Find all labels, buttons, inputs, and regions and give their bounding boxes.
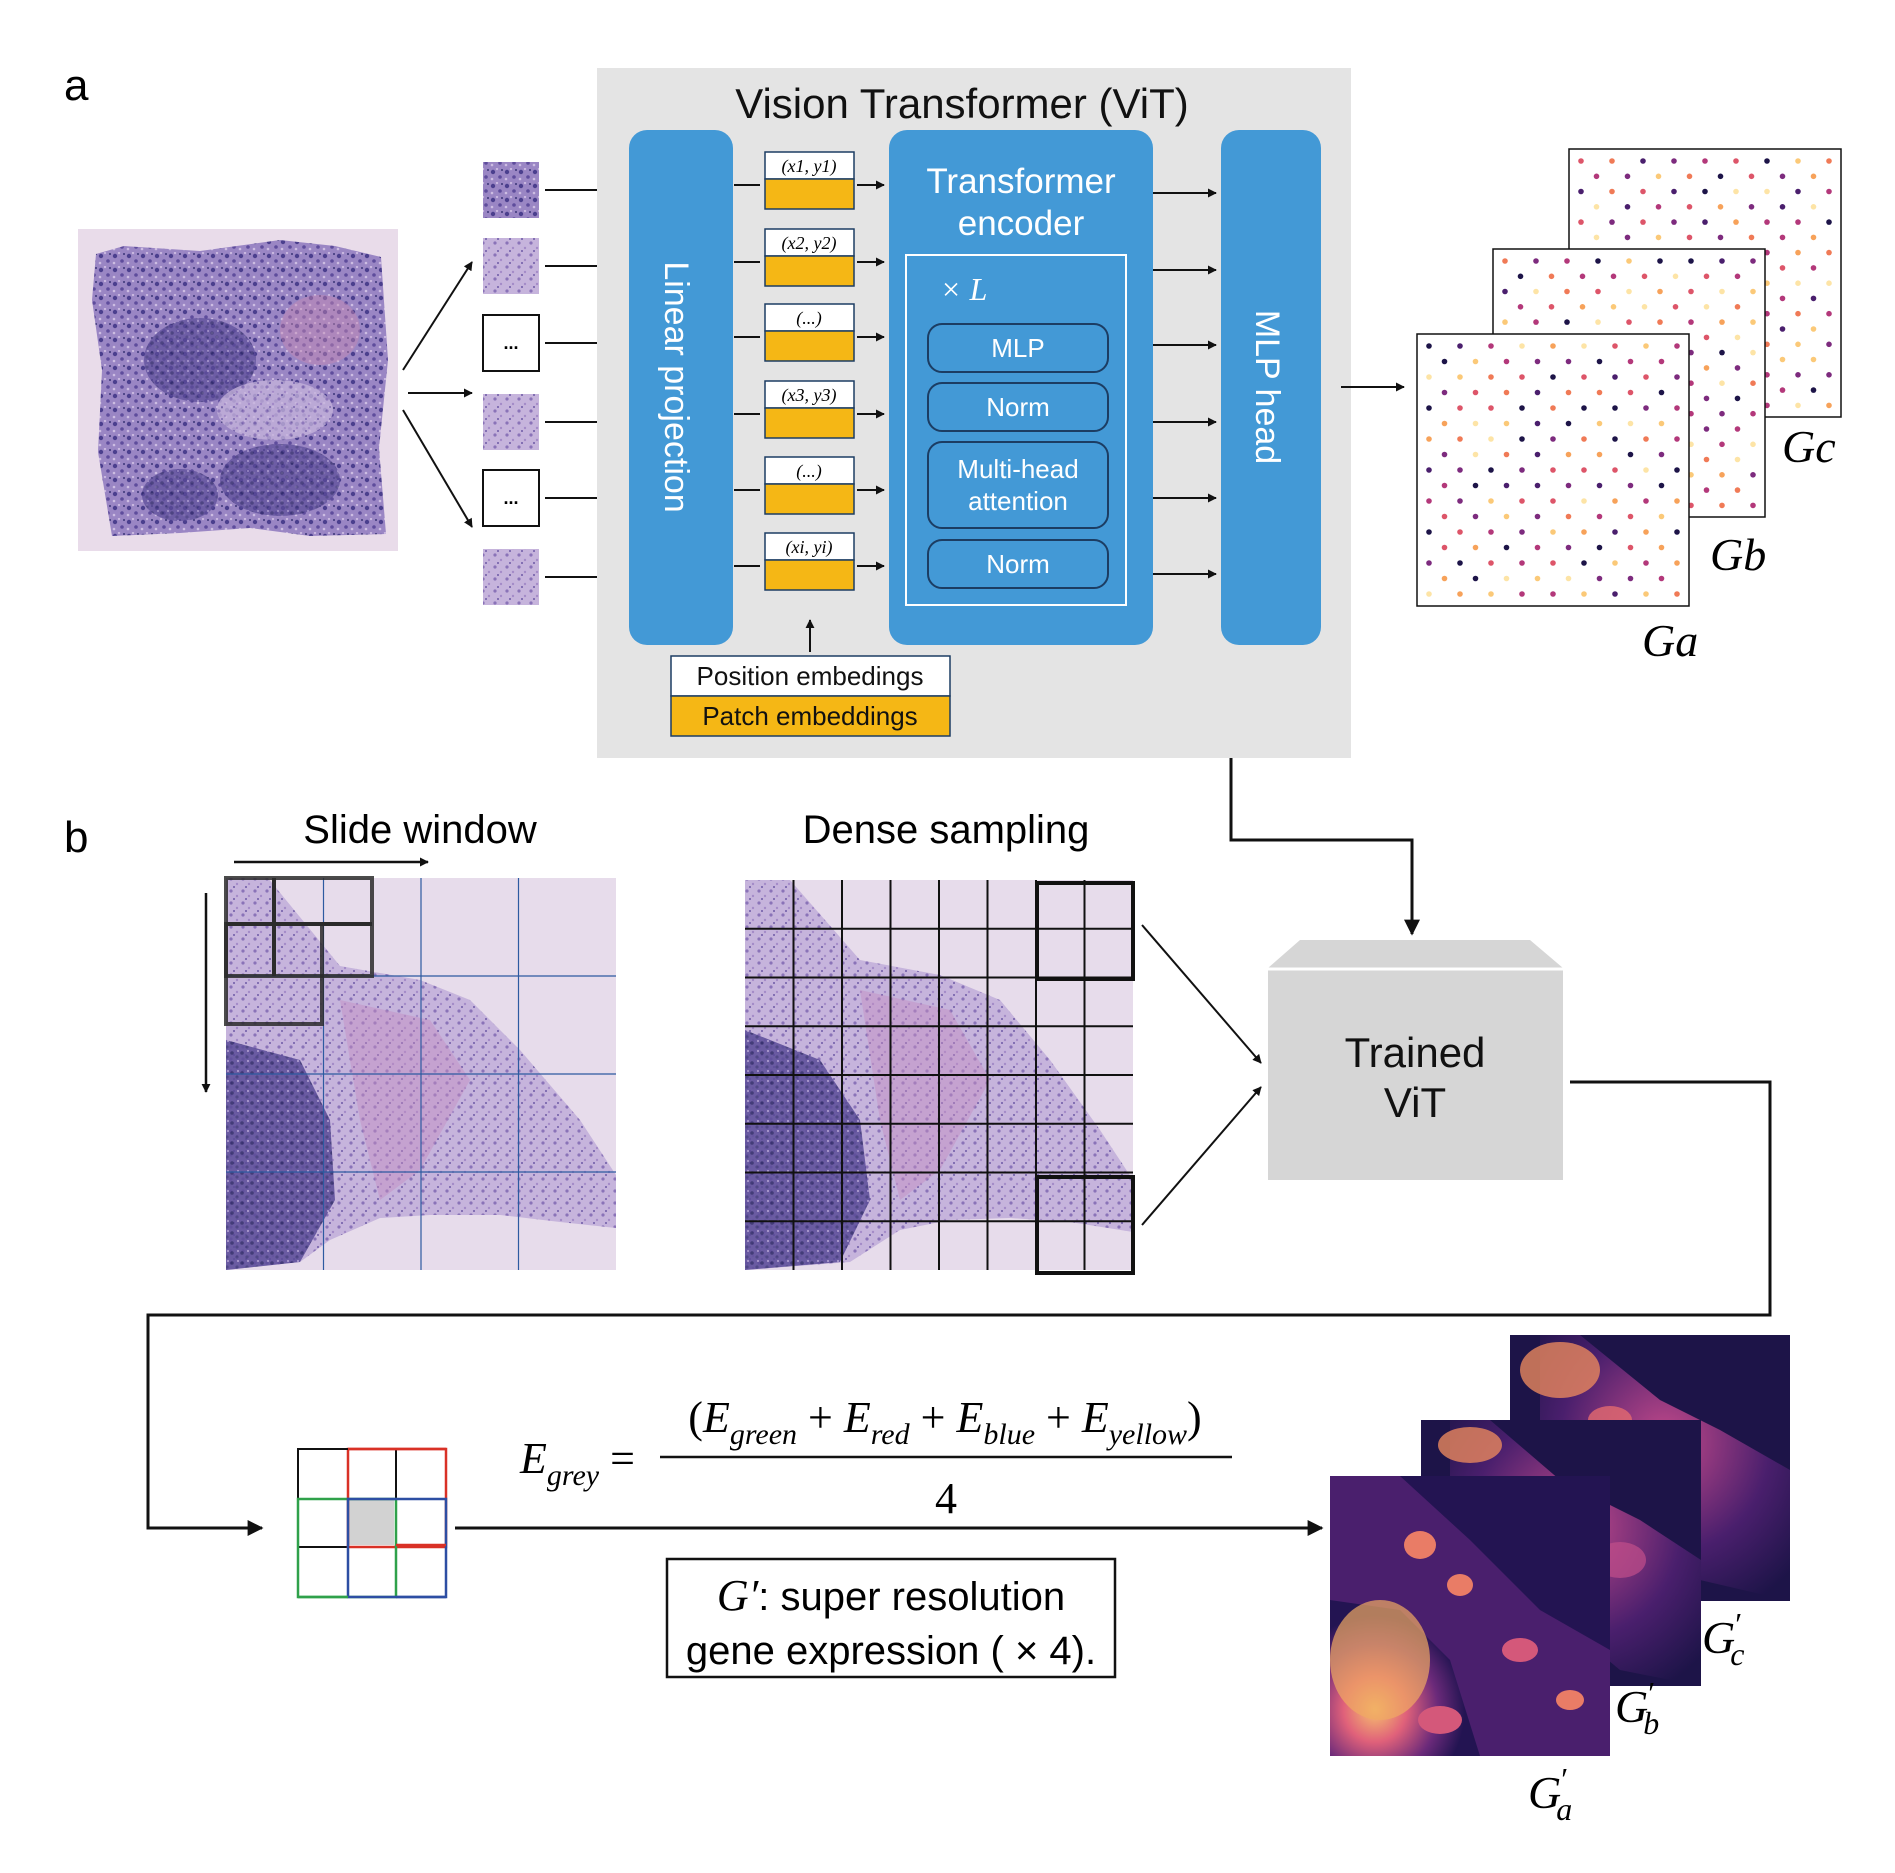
aggregation-grid	[296, 1447, 448, 1599]
slide-window-frames	[224, 876, 374, 1026]
dense-to-vit-arrow-bottom	[1141, 1086, 1262, 1226]
wsi-tissue-image	[78, 229, 398, 551]
trained-vit-label-line2: ViT	[1384, 1079, 1446, 1126]
linear-projection-block	[629, 130, 733, 645]
gene-expression-maps	[1416, 148, 1842, 607]
encoder-norm-top: Norm	[927, 382, 1109, 432]
dense-sampling-label: Dense sampling	[803, 808, 1090, 852]
embedding-token: (...)	[734, 303, 885, 362]
trained-to-aggregation-arrow	[146, 1080, 1772, 1536]
dense-sample-window-top	[1035, 881, 1135, 981]
image-patches: ......	[482, 162, 540, 605]
svg-text:(...): (...)	[796, 461, 822, 482]
mlp-head-label: MLP head	[1248, 310, 1286, 464]
fan-arrows	[402, 261, 473, 528]
formula-numerator: (Egreen + Ered + Eblue + Eyellow)	[688, 1393, 1201, 1451]
transformer-encoder-label-line2: encoder	[958, 204, 1085, 243]
image-patch	[483, 162, 539, 218]
image-patch	[483, 394, 539, 450]
vit-title: Vision Transformer (ViT)	[735, 80, 1189, 127]
embedding-token: (...)	[734, 456, 885, 515]
encoder-norm-bottom: Norm	[927, 539, 1109, 589]
embedding-legend: Position embedings Patch embeddings	[670, 655, 951, 737]
encoder-inner-frame	[905, 254, 1127, 606]
gene-map-label-b: Gb	[1710, 529, 1766, 580]
embedding-column: (x1, y1) (x2, y2) (...) (x3, y3) (...) (xi, y…	[734, 151, 885, 591]
sr-map-label-c: G′ c	[1702, 1606, 1744, 1672]
sr-map-a	[1330, 1476, 1610, 1756]
embedding-token: (x2, y2)	[734, 228, 885, 287]
dense-to-vit-arrow-top	[1141, 924, 1262, 1064]
formula: Egrey = (Egreen + Ered + Eblue + Eyellow…	[519, 1393, 1232, 1523]
svg-text:Multi-head: Multi-head	[957, 454, 1078, 484]
svg-text:(xi, yi): (xi, yi)	[786, 537, 833, 558]
image-patch	[483, 549, 539, 605]
linear-projection-label: Linear projection	[657, 261, 695, 512]
sr-caption-line2: gene expression ( × 4).	[686, 1629, 1096, 1673]
sr-map-label-a: G′ a	[1528, 1761, 1572, 1827]
svg-text:(...): (...)	[796, 308, 822, 329]
svg-text:Norm: Norm	[986, 549, 1050, 579]
embedding-token: (xi, yi)	[734, 532, 885, 591]
svg-text:attention: attention	[968, 486, 1068, 516]
panel-label-b: b	[64, 813, 88, 862]
legend-patch: Patch embeddings	[702, 701, 917, 731]
mlp-head-block	[1221, 130, 1321, 645]
vit-to-trained-arrow	[1229, 758, 1420, 936]
svg-text:...: ...	[503, 488, 518, 508]
gene-map-label-c: Gc	[1782, 421, 1836, 472]
trained-vit-box: Trained ViT	[1268, 940, 1563, 1180]
sr-map-label-b: G′ b	[1615, 1675, 1659, 1741]
formula-lhs: Egrey =	[519, 1434, 635, 1492]
encoder-multihead-attention: Multi-head attention	[927, 441, 1109, 529]
trained-vit-label-line1: Trained	[1345, 1029, 1486, 1076]
gene-map-a	[1416, 333, 1690, 607]
panel-label-a: a	[64, 61, 89, 110]
patch-ellipsis: ...	[482, 469, 540, 527]
sr-caption-box: G′: super resolution gene expression ( ×…	[665, 1557, 1117, 1679]
svg-text:(x2, y2): (x2, y2)	[782, 233, 837, 254]
slide-window-label: Slide window	[303, 808, 537, 852]
svg-text:(x3, y3): (x3, y3)	[782, 385, 837, 406]
embedding-token: (x3, y3)	[734, 380, 885, 439]
image-patch	[483, 238, 539, 294]
svg-text:Norm: Norm	[986, 392, 1050, 422]
encoder-mlp: MLP	[927, 323, 1109, 373]
svg-text:...: ...	[503, 333, 518, 353]
repeat-label: × L	[940, 271, 987, 307]
gene-map-label-a: Ga	[1642, 615, 1698, 666]
encoder-arrows	[1153, 188, 1217, 579]
sr-caption-line1: G′: super resolution	[717, 1571, 1065, 1620]
transformer-encoder-label-line1: Transformer	[926, 162, 1116, 201]
svg-text:(x1, y1): (x1, y1)	[782, 156, 837, 177]
patch-ellipsis: ...	[482, 314, 540, 372]
dense-sample-window-bottom	[1035, 1175, 1135, 1275]
embedding-token: (x1, y1)	[734, 151, 885, 210]
legend-position: Position embedings	[697, 661, 924, 691]
formula-denominator: 4	[935, 1474, 957, 1523]
svg-text:MLP: MLP	[991, 333, 1044, 363]
